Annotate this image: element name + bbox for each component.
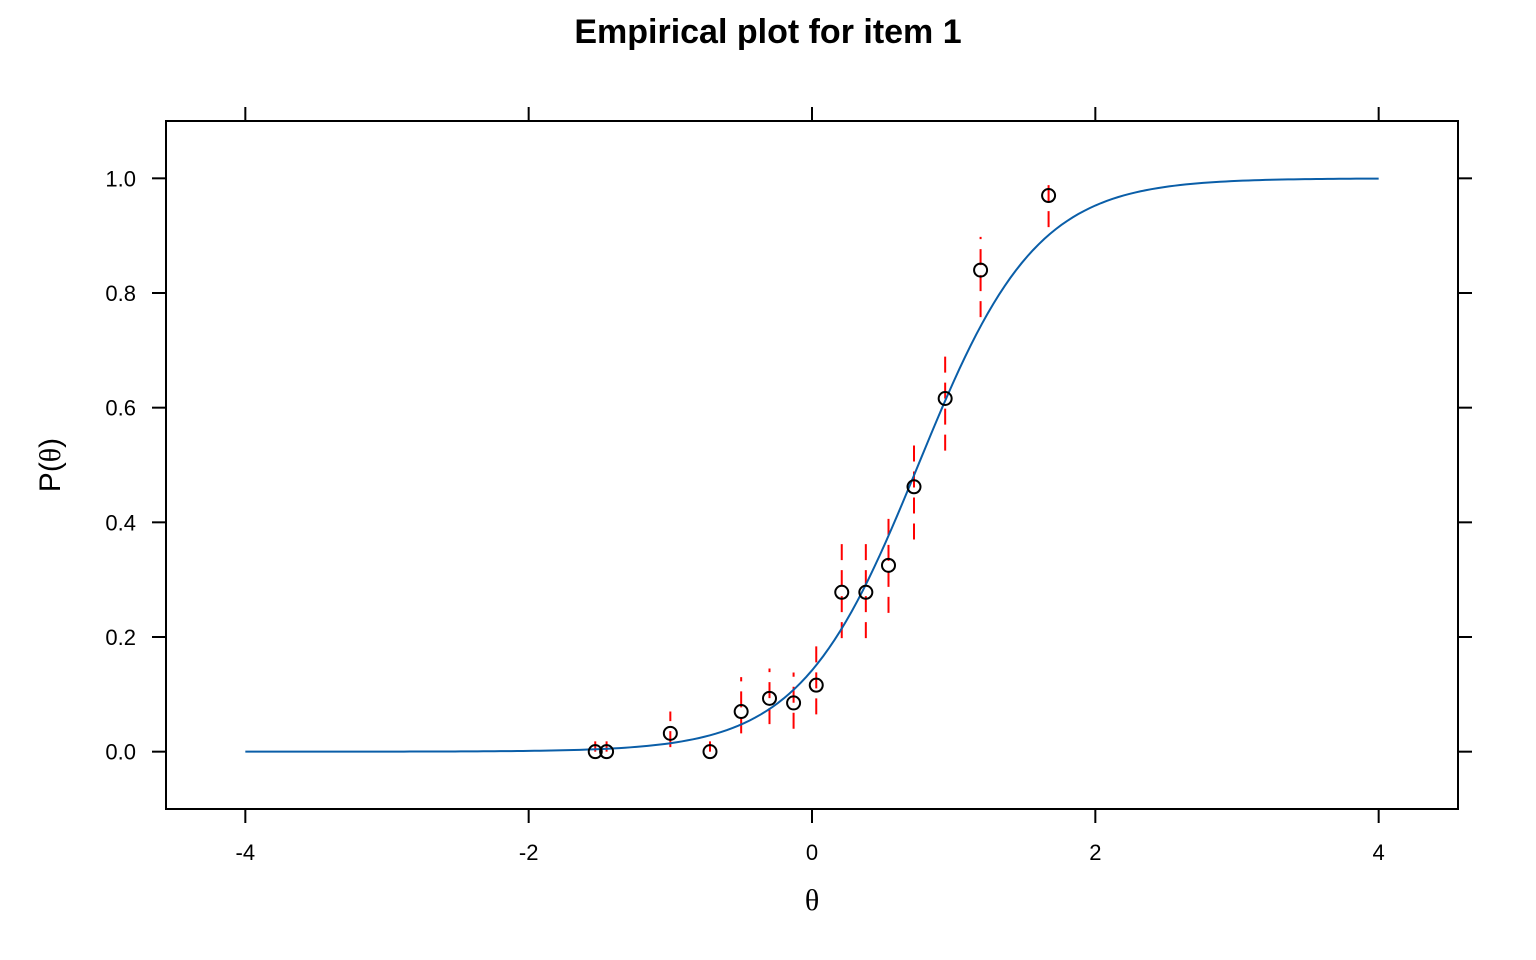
y-axis-label-suffix: ) (34, 438, 67, 448)
y-tick-label: 0.4 (105, 510, 136, 535)
y-axis-label-prefix: P( (34, 462, 67, 492)
x-tick-label: 4 (1373, 840, 1385, 865)
y-axis: 0.0 0.2 0.4 0.6 0.8 1.0 (105, 166, 1472, 765)
data-point (587, 744, 603, 760)
data-point (733, 704, 749, 720)
plot-frame (165, 120, 1459, 810)
y-tick-label: 0.2 (105, 625, 136, 650)
data-point (599, 744, 615, 760)
data-point (808, 677, 824, 693)
data-point (834, 584, 850, 600)
model-curve (245, 177, 1379, 753)
data-point (1041, 188, 1057, 204)
x-tick-label: 0 (806, 840, 818, 865)
data-point (702, 744, 718, 760)
data-point (662, 725, 678, 741)
data-point (762, 690, 777, 706)
y-tick-label: 0.0 (105, 740, 136, 765)
data-point (786, 695, 802, 711)
data-point (937, 390, 953, 406)
data-point (858, 584, 874, 600)
y-axis-label: P(θ) (34, 438, 67, 492)
x-axis-label: θ (805, 884, 819, 917)
x-tick-label: 2 (1089, 840, 1101, 865)
data-point (881, 557, 896, 573)
y-tick-label: 0.8 (105, 281, 136, 306)
x-axis: -4 -2 0 2 4 (236, 107, 1385, 865)
data-point (906, 479, 922, 495)
y-axis-label-symbol: θ (34, 448, 67, 462)
x-tick-label: -4 (236, 840, 256, 865)
y-tick-label: 0.6 (105, 396, 136, 421)
error-bars (594, 179, 1050, 752)
empirical-points (587, 188, 1057, 760)
data-point (973, 262, 989, 278)
chart-title: Empirical plot for item 1 (574, 13, 961, 51)
x-tick-label: -2 (519, 840, 539, 865)
y-tick-label: 1.0 (105, 166, 136, 191)
